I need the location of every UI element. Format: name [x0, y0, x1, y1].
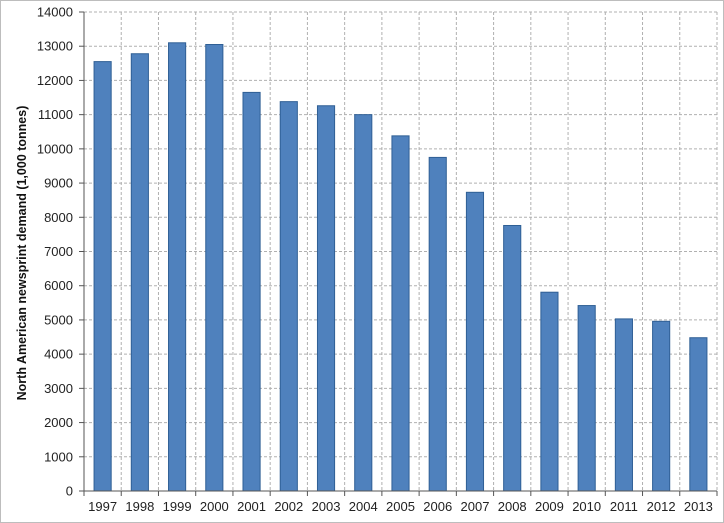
y-tick-label: 6000 [44, 278, 73, 293]
bar-2008 [503, 224, 522, 492]
bar-2002 [279, 101, 298, 492]
x-tick-label: 2005 [386, 499, 415, 514]
bar-1998 [130, 53, 149, 492]
x-tick-labels: 1997 1998 1999 2000 2001 2002 2003 2004 2005 2006… [88, 499, 713, 514]
bar-2006 [428, 156, 447, 492]
y-tick-label: 8000 [44, 210, 73, 225]
bar-2007 [465, 191, 485, 492]
x-tick-label: 2012 [647, 499, 676, 514]
bar-2011 [614, 318, 633, 492]
x-tick-label: 2007 [461, 499, 490, 514]
bar-2012 [652, 320, 671, 492]
y-tick-label: 12000 [37, 73, 73, 88]
y-tick-label: 13000 [37, 39, 73, 54]
x-tick-label: 1998 [125, 499, 154, 514]
x-tick-label: 2003 [312, 499, 341, 514]
x-tick-label: 2006 [423, 499, 452, 514]
x-tick-label: 2008 [498, 499, 527, 514]
x-tick-label: 2013 [684, 499, 713, 514]
y-tick-label: 5000 [44, 312, 73, 327]
y-tick-label: 1000 [44, 449, 73, 464]
bar-2004 [354, 114, 373, 492]
y-tick-label: 0 [66, 484, 73, 499]
x-tick-label: 1997 [88, 499, 117, 514]
x-tick-label: 1999 [163, 499, 192, 514]
bar-1999 [168, 42, 187, 492]
x-tick-label: 2009 [535, 499, 564, 514]
bar-2003 [316, 105, 336, 492]
y-tick-label: 2000 [44, 415, 73, 430]
bars-layer [93, 42, 708, 492]
y-tick-label: 3000 [44, 381, 73, 396]
y-tick-label: 7000 [44, 244, 73, 259]
x-tick-label: 2002 [274, 499, 303, 514]
y-tick-labels: 0 1000 2000 3000 4000 5000 6000 7000 8000 9000 100… [37, 5, 73, 499]
x-tick-label: 2000 [200, 499, 229, 514]
x-tick-label: 2011 [610, 499, 638, 514]
y-tick-label: 11000 [38, 107, 73, 122]
bar-2000 [205, 44, 224, 492]
y-tick-label: 14000 [37, 5, 73, 20]
x-tick-label: 2010 [572, 499, 601, 514]
y-tick-label: 4000 [44, 347, 73, 362]
bar-2009 [540, 291, 559, 492]
y-axis-title: North American newsprint demand (1,000 t… [15, 106, 29, 401]
bar-2001 [242, 91, 261, 492]
bar-2010 [577, 305, 596, 492]
x-tick-label: 2004 [349, 499, 378, 514]
y-tick-label: 9000 [44, 176, 73, 191]
axis-layer [79, 11, 718, 496]
y-tick-label: 10000 [37, 141, 73, 156]
bar-2005 [391, 135, 410, 492]
bar-1997 [93, 61, 112, 492]
bar-2013 [689, 337, 708, 492]
x-tick-label: 2001 [237, 499, 266, 514]
